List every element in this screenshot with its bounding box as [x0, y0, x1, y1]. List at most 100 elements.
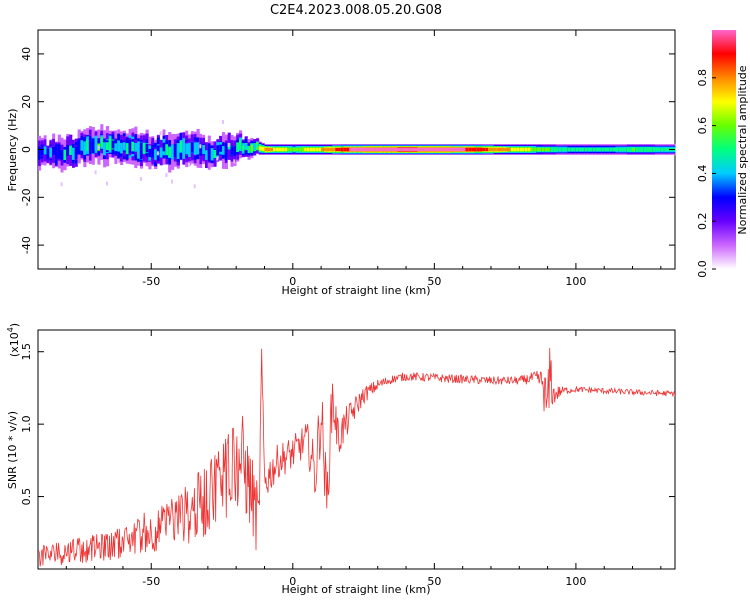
- spectrogram-cell: [629, 147, 633, 152]
- figure-title: C2E4.2023.008.05.20.G08: [270, 3, 442, 18]
- spectrogram-cell: [207, 148, 211, 158]
- spectrogram-cell: [46, 150, 50, 159]
- snr-y-multiplier: (x104): [6, 323, 21, 357]
- spectrogram-cell: [485, 147, 489, 152]
- spectrogram-cell: [219, 144, 223, 152]
- spectrogram-cell: [437, 147, 441, 152]
- spectrogram-cell: [117, 141, 121, 152]
- spectrogram-cell: [318, 147, 322, 152]
- spectrogram-cell: [60, 150, 64, 160]
- spectrogram-ticks: -50 0 50 100 -40 -20 0 20 40: [20, 30, 675, 288]
- spectrogram-cell: [442, 147, 446, 152]
- spectrogram-cell: [63, 149, 67, 161]
- spectrogram-cell: [366, 147, 370, 152]
- spectrogram-y-tick-label: 0: [20, 146, 33, 153]
- spectrogram-cell: [168, 147, 172, 158]
- spectrogram-cell: [411, 147, 415, 152]
- spectrogram-cell: [295, 147, 299, 152]
- spectrogram-cell: [108, 137, 112, 151]
- spectrogram-speckle: [222, 119, 225, 124]
- spectrogram-cell: [182, 143, 186, 154]
- spectrogram-cell: [471, 147, 475, 152]
- spectrogram-cell: [380, 147, 384, 152]
- spectrogram-cell: [352, 147, 356, 152]
- snr-x-tick-label: 0: [289, 575, 296, 588]
- spectrogram-cell: [321, 147, 325, 152]
- spectrogram-y-tick-label: -20: [20, 188, 33, 206]
- spectrogram-cell: [666, 147, 670, 152]
- spectrogram-cell: [440, 147, 444, 152]
- spectrogram-cell: [561, 147, 565, 152]
- spectrogram-cell: [275, 147, 279, 152]
- spectrogram-cell: [609, 147, 614, 152]
- spectrogram-cell: [355, 147, 359, 152]
- spectrogram-cell: [105, 142, 110, 151]
- spectrogram-cell: [451, 147, 455, 152]
- spectrogram-cell: [575, 147, 580, 152]
- spectrogram-cell: [216, 145, 220, 156]
- spectrogram-speckle: [60, 182, 63, 187]
- spectrogram-cell: [151, 144, 155, 158]
- spectrogram-speckle: [165, 173, 168, 178]
- spectrogram-cell: [558, 147, 563, 152]
- spectrogram-cell: [641, 147, 645, 152]
- spectrogram-cell: [148, 148, 152, 158]
- spectrogram-cell: [604, 147, 608, 152]
- colorbar-tick-label: 0.8: [696, 69, 709, 87]
- spectrogram-cell: [52, 147, 56, 155]
- spectrogram-cell: [615, 147, 619, 152]
- spectrogram-cell: [553, 147, 557, 152]
- spectrogram-cell: [624, 147, 628, 152]
- spectrogram-cell: [326, 147, 330, 152]
- snr-mult-close: ): [8, 323, 21, 327]
- snr-ticks: -50 0 50 100 0.5 1.0 1.5: [20, 330, 675, 588]
- spectrogram-cell: [496, 147, 500, 152]
- snr-y-tick-label: 0.5: [20, 488, 33, 506]
- spectrogram-speckle: [117, 158, 120, 163]
- spectrogram-cell: [414, 147, 418, 152]
- spectrogram-cell: [86, 139, 90, 151]
- spectrogram-cell: [573, 147, 577, 152]
- spectrogram-cell: [406, 147, 410, 152]
- spectrogram-cell: [202, 144, 206, 155]
- spectrogram-cell: [71, 148, 76, 160]
- spectrogram-cell: [445, 147, 449, 152]
- spectrogram-cell: [179, 141, 183, 152]
- spectrogram-cell: [222, 146, 226, 155]
- colorbar-ticks: 0.0 0.2 0.4 0.6 0.8: [696, 69, 716, 278]
- spectrogram-cell: [137, 144, 141, 156]
- spectrogram-cell: [527, 147, 531, 152]
- spectrogram-cell: [346, 147, 350, 152]
- spectrogram-cell: [598, 147, 602, 152]
- spectrogram-cell: [188, 143, 192, 156]
- spectrogram-cell: [91, 141, 95, 150]
- spectrogram-cell: [236, 142, 240, 153]
- spectrogram-cell: [510, 147, 514, 152]
- spectrogram-cell: [205, 150, 209, 160]
- spectrogram-cell: [80, 140, 84, 151]
- spectrogram-cell: [403, 147, 407, 152]
- spectrogram-cell: [425, 147, 429, 152]
- spectrogram-cell: [547, 147, 551, 152]
- spectrogram-speckle: [105, 181, 108, 186]
- spectrogram-cell: [190, 142, 195, 153]
- colorbar: 0.0 0.2 0.4 0.6 0.8 Normalized spectral ampl…: [696, 30, 749, 278]
- spectrogram-cell: [556, 147, 560, 152]
- spectrogram-cell: [479, 147, 483, 152]
- spectrogram-cell: [386, 147, 390, 152]
- spectrogram-cell: [360, 147, 364, 152]
- spectrogram-speckle: [159, 131, 162, 136]
- spectrogram-cell: [473, 147, 478, 152]
- spectrogram-speckle: [94, 170, 97, 175]
- spectrogram-cell: [284, 147, 288, 152]
- spectrogram-cell: [550, 147, 554, 152]
- spectrogram-cell: [567, 147, 571, 152]
- spectrogram-cell: [120, 142, 124, 154]
- spectrogram-cell: [298, 147, 302, 152]
- spectrogram-y-tick-label: -40: [20, 236, 33, 254]
- spectrogram-speckle: [199, 144, 202, 149]
- spectrogram-cell: [513, 147, 517, 152]
- spectrogram-cell: [400, 147, 404, 152]
- spectrogram-cell: [632, 147, 636, 152]
- spectrogram-cell: [533, 147, 537, 152]
